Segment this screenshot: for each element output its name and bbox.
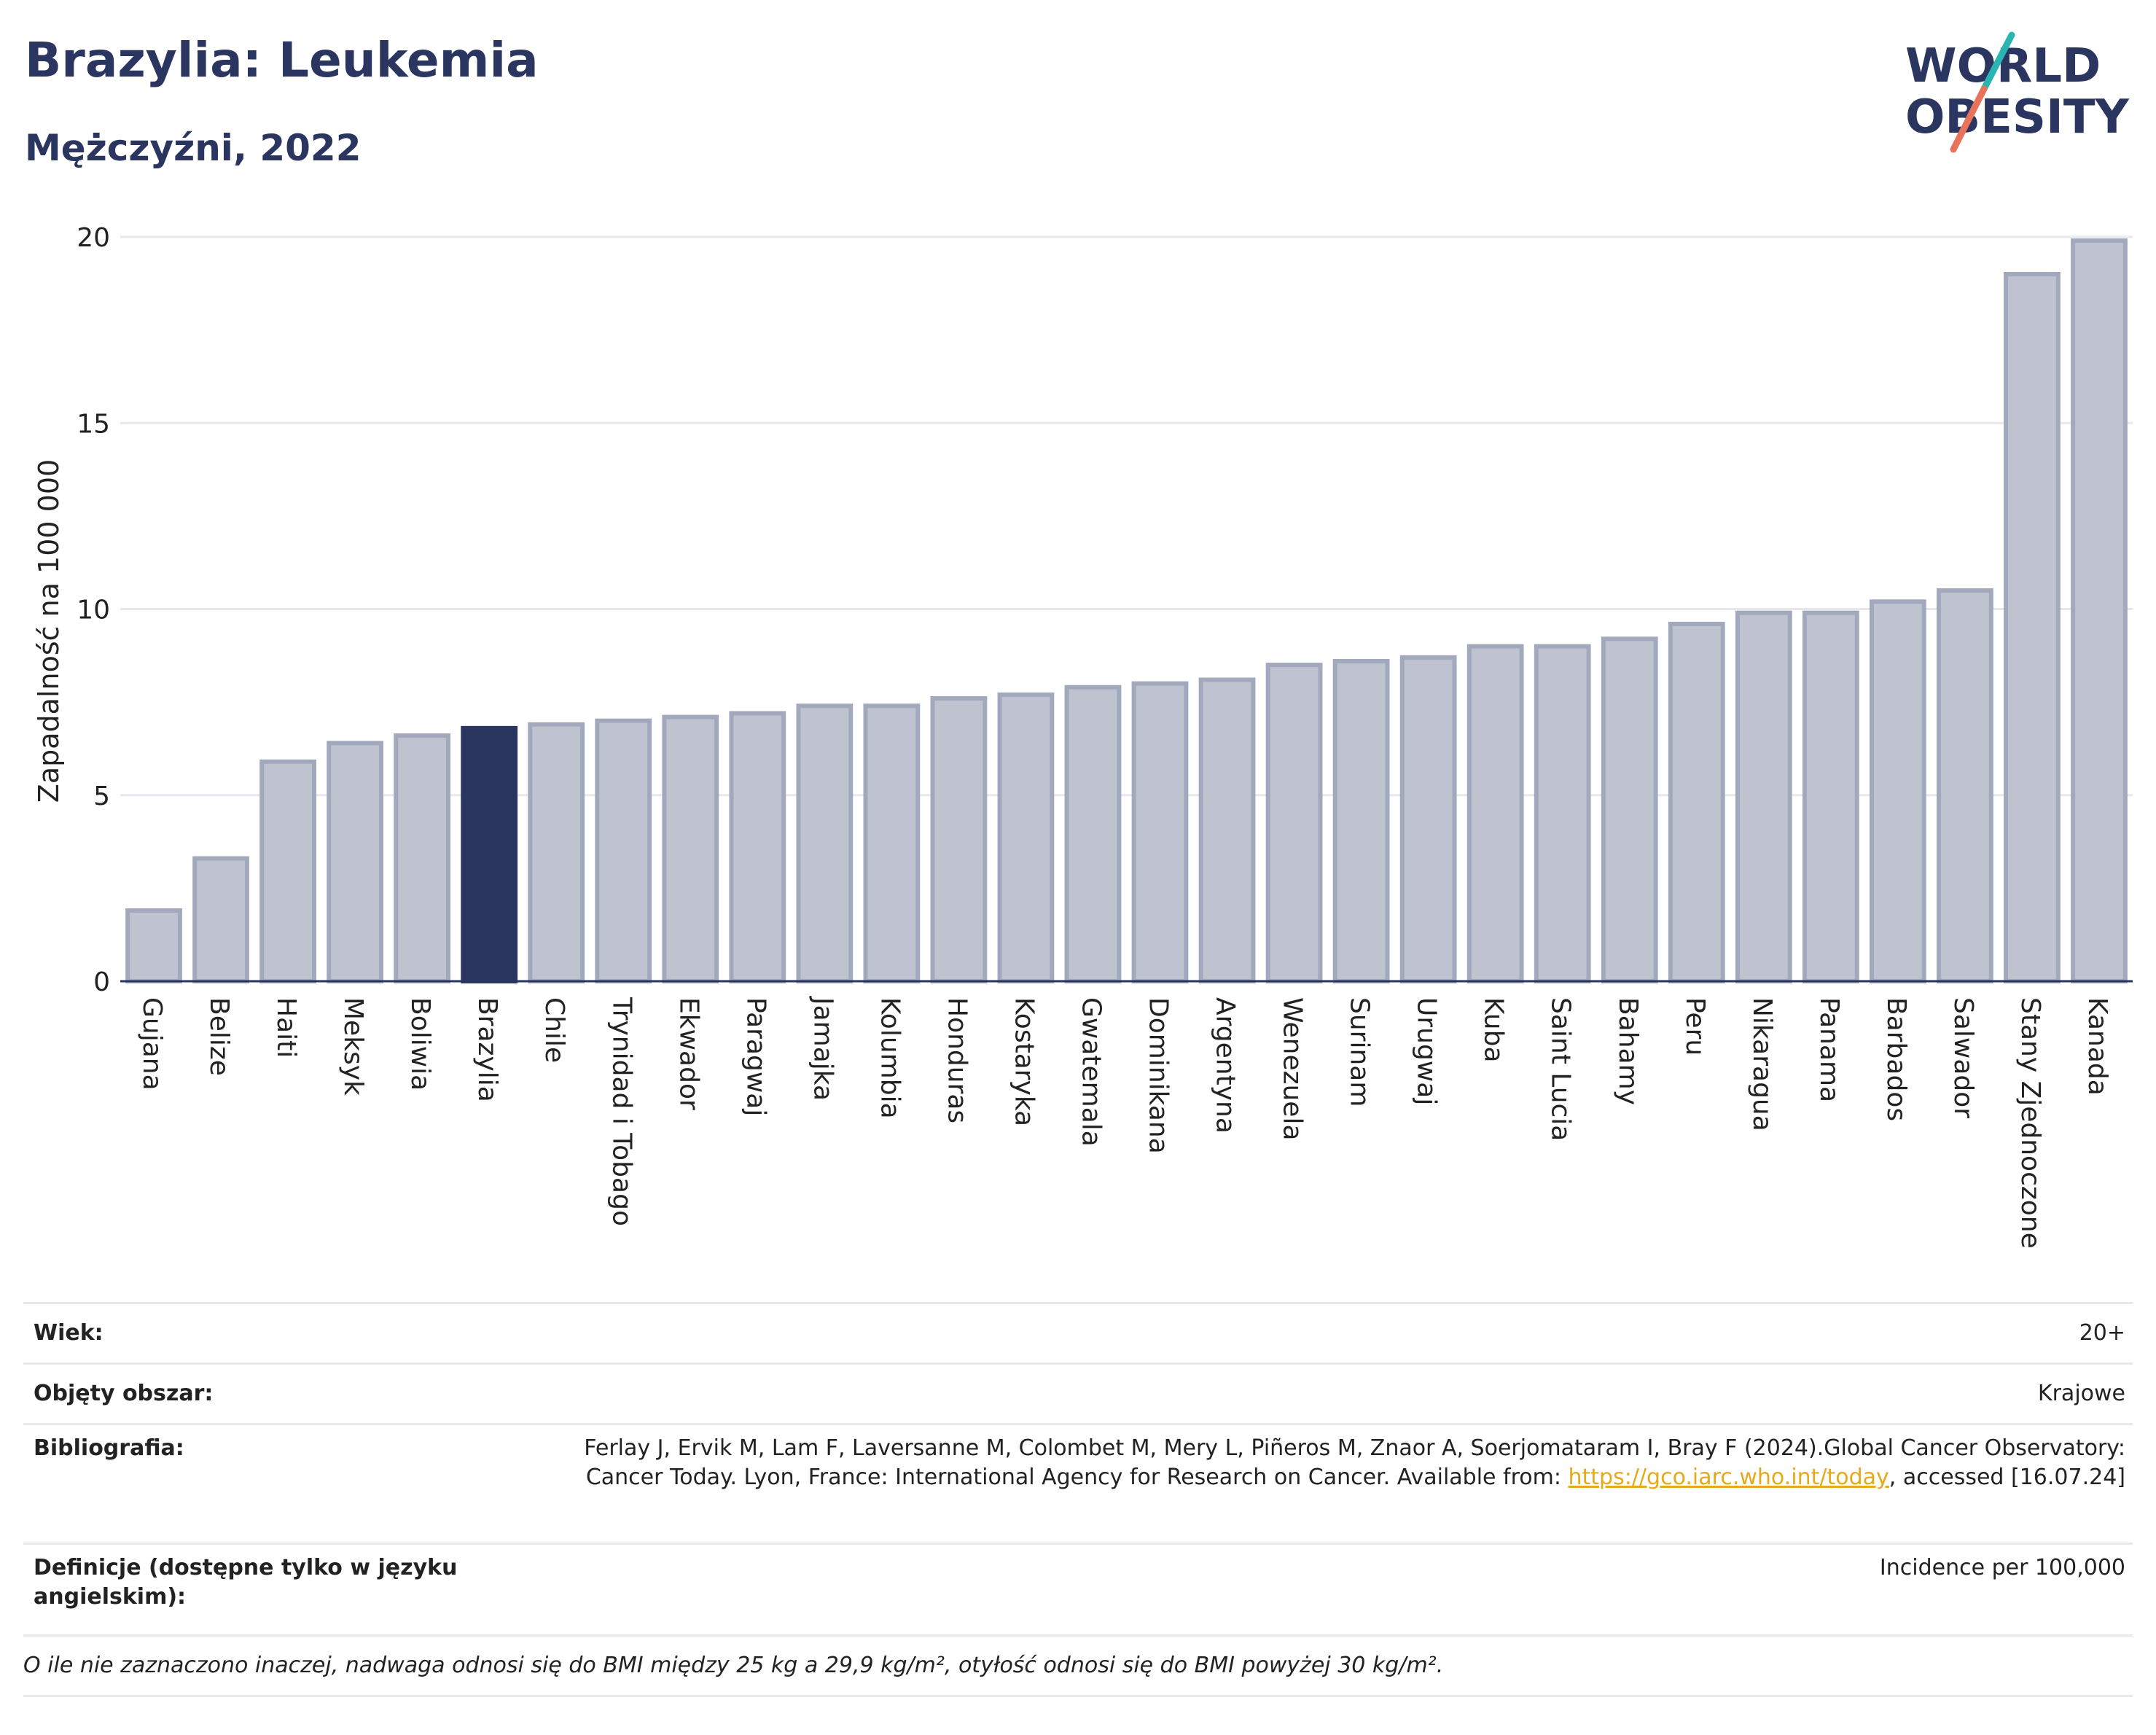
bar-kolumbia [863,703,921,983]
bar-ekwador [662,714,719,983]
bar-surinam [1332,658,1390,983]
x-tick-label: Gujana [137,997,167,1091]
x-tick-label: Nikaragua [1747,997,1777,1131]
bar-panama [1802,610,1859,983]
bar-kanada [2071,238,2128,984]
bibliography-link[interactable]: https://gco.iarc.who.int/today [1568,1465,1889,1490]
coverage-value: Krajowe [2037,1381,2125,1406]
x-tick-label: Panama [1814,997,1844,1102]
info-row-bibliography: Bibliografia: Ferlay J, Ervik M, Lam F, … [23,1423,2133,1543]
x-tick-label: Saint Lucia [1546,997,1576,1141]
x-tick-label: Boliwia [405,997,435,1091]
x-tick-label: Barbados [1881,997,1911,1121]
bar-argentyna [1198,677,1256,983]
x-axis-labels: Gujana Belize Haiti Meksyk Boliwia Brazylia Ch… [137,996,2112,1249]
x-tick-label: Salwador [1948,997,1978,1118]
x-tick-label: Haiti [271,997,301,1058]
bar-brazylia [461,725,518,983]
y-axis-ticks: 0 5 10 15 20 [77,223,110,997]
bar-nikaragua [1735,610,1792,983]
logo-line-2: OBESITY [1905,90,2129,144]
definitions-value: Incidence per 100,000 [1879,1555,2125,1580]
info-row-coverage: Objęty obszar: Krajowe [23,1362,2133,1423]
bar-gujana [125,908,182,984]
bibliography-value: Ferlay J, Ervik M, Lam F, Laversanne M, … [558,1434,2133,1492]
bar-boliwia [394,733,451,983]
x-tick-label: Wenezuela [1278,997,1308,1141]
x-tick-label: Dominikana [1144,997,1173,1154]
bar-trynidad-i-tobago [595,718,652,984]
y-tick-label: 10 [77,596,110,625]
x-tick-label: Argentyna [1211,997,1241,1134]
page-title: Brazylia: Leukemia [25,32,539,88]
world-obesity-logo: WORLD OBESITY [1905,31,2129,153]
bar-bahamy [1601,636,1658,984]
x-tick-label: Peru [1680,997,1710,1056]
bar-wenezuela [1265,663,1323,983]
bibliography-tail: , accessed [16.07.24] [1889,1465,2125,1490]
bar-paragwaj [729,711,786,983]
y-tick-label: 0 [93,967,110,997]
bar-chart: 0 5 10 15 20 Gujana Belize Haiti Meksyk Boliwia B… [33,223,2133,1249]
x-tick-label: Jamajka [808,996,837,1101]
bars [125,238,2128,984]
x-tick-label: Kanada [2082,997,2112,1096]
age-label: Wiek: [34,1320,103,1346]
bibliography-label: Bibliografia: [34,1435,184,1461]
x-tick-label: Bahamy [1613,997,1643,1105]
bar-jamajka [796,703,854,983]
bar-salwador [1937,588,1993,983]
x-tick-label: Ekwador [673,997,703,1110]
bar-honduras [930,696,988,984]
x-tick-label: Chile [539,997,569,1063]
x-tick-label: Paragwaj [741,997,770,1116]
bar-chile [528,722,585,983]
bar-stany-zjednoczone [2004,272,2061,983]
x-tick-label: Kuba [1479,997,1509,1063]
info-row-age: Wiek: 20+ [23,1302,2133,1362]
x-tick-label: Urugwaj [1412,997,1442,1105]
x-tick-label: Trynidad i Tobago [606,997,636,1226]
y-tick-label: 5 [93,781,110,811]
x-tick-label: Brazylia [472,997,502,1102]
page-subtitle: Mężczyźni, 2022 [25,127,362,169]
y-tick-label: 20 [77,223,110,253]
bar-haiti [259,759,316,984]
info-row-footnote: O ile nie zaznaczono inaczej, nadwaga od… [23,1634,2133,1697]
bibliography-text: Ferlay J, Ervik M, Lam F, Laversanne M, … [584,1435,2125,1490]
coverage-label: Objęty obszar: [34,1381,214,1406]
x-tick-label: Belize [204,997,234,1076]
x-tick-label: Kolumbia [875,997,905,1119]
bar-barbados [1869,599,1926,983]
y-tick-label: 15 [77,409,110,439]
x-tick-label: Stany Zjednoczone [2015,997,2045,1249]
bar-gwatemala [1064,685,1122,984]
x-tick-label: Honduras [942,997,972,1123]
x-tick-label: Meksyk [338,997,368,1096]
x-tick-label: Surinam [1345,997,1375,1107]
x-tick-label: Gwatemala [1076,997,1106,1147]
bar-kostaryka [997,692,1055,983]
y-axis-label: Zapadalność na 100 000 [33,459,65,803]
bar-saint-lucia [1534,644,1591,983]
bar-peru [1668,621,1725,983]
bar-belize [192,856,249,984]
bar-kuba [1466,644,1524,983]
definitions-label: Definicje (dostępne tylko w języku angie… [34,1555,458,1610]
bar-urugwaj [1399,655,1457,983]
bar-dominikana [1131,681,1189,983]
info-row-definitions: Definicje (dostępne tylko w języku angie… [23,1543,2133,1634]
x-tick-label: Kostaryka [1009,997,1039,1126]
age-value: 20+ [2079,1320,2125,1346]
footnote-text: O ile nie zaznaczono inaczej, nadwaga od… [23,1653,1444,1678]
info-table: Wiek: 20+ Objęty obszar: Krajowe Bibliog… [23,1302,2133,1697]
bar-meksyk [327,741,384,984]
